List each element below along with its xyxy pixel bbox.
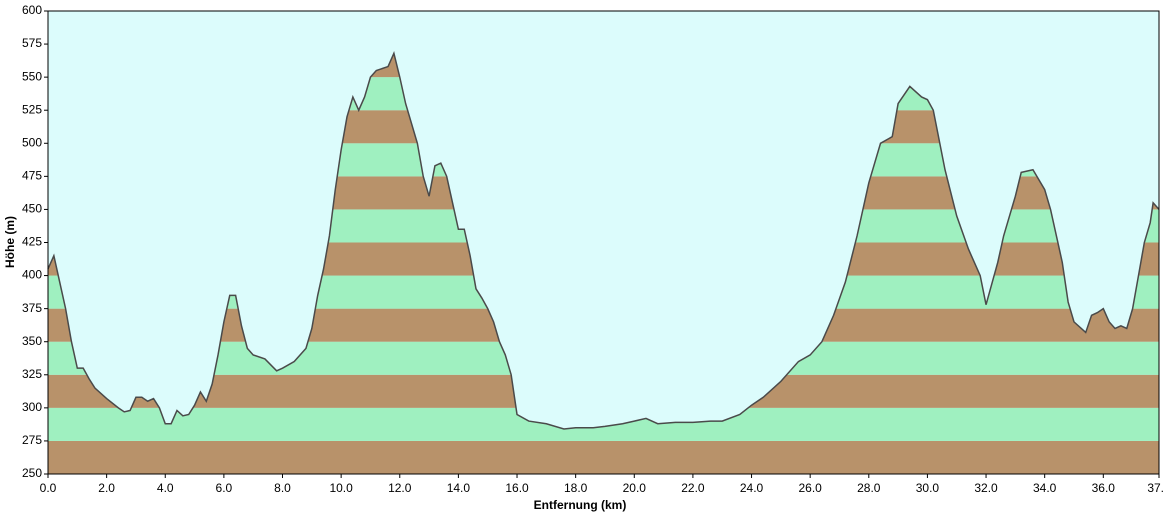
x-tick-label: 20.0 <box>623 481 647 495</box>
x-tick-label: 32.0 <box>974 481 998 495</box>
x-tick-label: 28.0 <box>857 481 881 495</box>
y-tick-label: 475 <box>22 169 42 183</box>
band <box>48 440 1159 474</box>
y-tick-label: 450 <box>22 202 42 216</box>
y-tick-label: 500 <box>22 135 42 149</box>
x-tick-label: 14.0 <box>447 481 471 495</box>
x-tick-label: 0.0 <box>40 481 57 495</box>
y-tick-label: 525 <box>22 102 42 116</box>
x-tick-label: 2.0 <box>98 481 115 495</box>
x-tick-label: 26.0 <box>798 481 822 495</box>
x-tick-label: 22.0 <box>681 481 705 495</box>
x-tick-label: 37.9 <box>1147 481 1164 495</box>
x-tick-label: 4.0 <box>157 481 174 495</box>
y-tick-label: 250 <box>22 466 42 480</box>
x-tick-label: 8.0 <box>274 481 291 495</box>
y-tick-label: 300 <box>22 400 42 414</box>
elevation-line <box>47 51 1160 430</box>
y-tick-label: 550 <box>22 69 42 83</box>
x-tick-label: 34.0 <box>1033 481 1057 495</box>
y-tick-label: 275 <box>22 433 42 447</box>
y-axis-label: Höhe (m) <box>3 216 17 268</box>
x-axis-label: Entfernung (km) <box>534 498 627 512</box>
y-tick-label: 350 <box>22 334 42 348</box>
y-tick-label: 325 <box>22 367 42 381</box>
x-tick-label: 16.0 <box>505 481 529 495</box>
y-tick-label: 400 <box>22 268 42 282</box>
y-tick-label: 575 <box>22 36 42 50</box>
y-tick-label: 375 <box>22 301 42 315</box>
x-tick-label: 36.0 <box>1092 481 1116 495</box>
x-tick-label: 6.0 <box>216 481 233 495</box>
x-tick-label: 12.0 <box>388 481 412 495</box>
y-tick-label: 600 <box>22 3 42 17</box>
x-tick-label: 10.0 <box>329 481 353 495</box>
y-tick-label: 425 <box>22 235 42 249</box>
x-tick-label: 30.0 <box>916 481 940 495</box>
x-tick-label: 18.0 <box>564 481 588 495</box>
x-tick-label: 24.0 <box>740 481 764 495</box>
